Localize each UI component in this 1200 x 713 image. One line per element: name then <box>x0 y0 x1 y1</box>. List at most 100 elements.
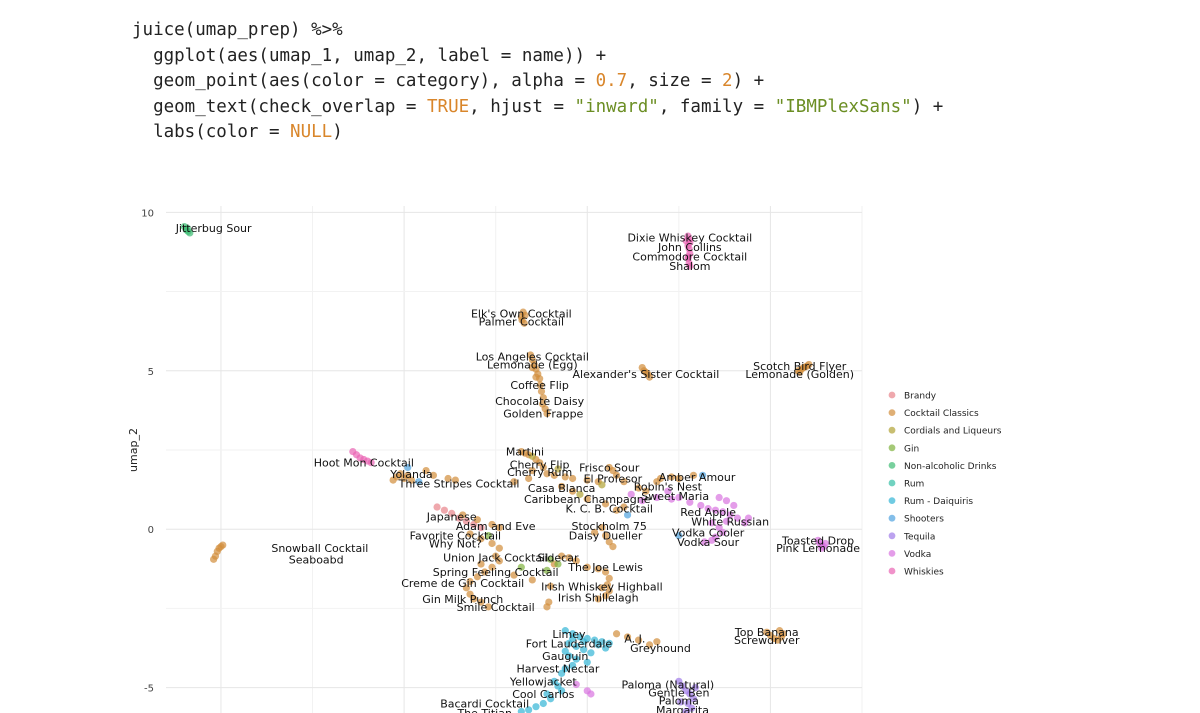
data-point <box>590 528 599 536</box>
code-token: ) <box>332 122 343 142</box>
y-tick-label: 10 <box>141 208 154 219</box>
data-point <box>528 576 536 584</box>
data-point <box>667 473 676 481</box>
data-point <box>653 638 661 646</box>
data-point <box>558 669 566 677</box>
point-label: Greyhound <box>630 642 691 655</box>
point-label: Robin's Nest <box>634 480 703 493</box>
point-label: Yellowjacket <box>509 675 577 688</box>
point-label: Union Jack Cocktail <box>443 552 548 565</box>
data-point <box>532 703 540 711</box>
point-label: Snowball Cocktail <box>271 542 368 555</box>
code-token: 0.7 <box>595 71 628 91</box>
legend-key <box>888 514 896 522</box>
data-point <box>623 633 632 641</box>
legend-label: Cocktail Classics <box>904 409 979 419</box>
point-label: Irish Whiskey Highball <box>541 580 663 593</box>
data-point <box>699 471 707 479</box>
point-label: Limey <box>552 628 586 641</box>
point-label: Vodka Sour <box>677 536 739 549</box>
data-point <box>481 568 489 576</box>
point-label: Bacardi Cocktail <box>440 697 529 710</box>
point-label: Coffee Flip <box>510 379 568 392</box>
point-label: Toasted Drop <box>781 534 854 547</box>
data-point <box>525 706 533 713</box>
point-label: Seaboabd <box>289 553 344 566</box>
legend-key <box>888 444 896 452</box>
legend-key <box>888 426 896 434</box>
data-point <box>561 647 569 655</box>
data-point <box>572 557 580 565</box>
data-point <box>539 463 547 472</box>
data-point <box>569 487 577 495</box>
data-point <box>543 566 551 575</box>
data-point <box>638 497 646 505</box>
data-point <box>587 649 595 657</box>
point-label: Three Stripes Cocktail <box>398 477 520 490</box>
data-point <box>210 555 218 563</box>
data-point <box>536 381 544 389</box>
data-point <box>510 478 518 486</box>
data-point <box>473 516 481 524</box>
point-label: Hoot Mon Cocktail <box>314 457 414 470</box>
data-point <box>601 644 610 652</box>
legend-key <box>888 462 896 469</box>
point-label: Red Apple <box>680 506 736 519</box>
point-label: Paloma (Natural) <box>621 678 714 691</box>
data-point <box>477 560 485 568</box>
data-point <box>583 476 591 484</box>
data-point <box>601 568 610 576</box>
point-label: Daisy Dueller <box>569 530 643 543</box>
y-axis-label: umap_2 <box>127 428 140 472</box>
point-label: Pink Lemonade <box>776 542 860 555</box>
point-label: Lemonade (Egg) <box>487 358 578 371</box>
legend-key <box>888 550 896 557</box>
data-point <box>719 528 727 536</box>
code-line: juice(umap_prep) %>% <box>132 20 343 40</box>
data-point <box>569 634 577 643</box>
data-point <box>620 503 628 511</box>
data-point <box>627 490 635 498</box>
data-point <box>517 313 525 321</box>
point-label: Paloma <box>659 694 699 707</box>
data-point <box>620 478 628 486</box>
data-point <box>495 544 503 552</box>
point-label: Fort Lauderdale <box>526 637 613 650</box>
code-line: ggplot(aes(umap_1, umap_2, label = name)… <box>132 46 606 66</box>
data-point <box>645 641 654 649</box>
data-point <box>389 476 397 484</box>
code-token: ) + <box>732 71 765 91</box>
data-point <box>528 452 536 460</box>
data-point <box>466 530 474 538</box>
data-point <box>459 511 467 519</box>
point-label: Los Angeles Cocktail <box>476 351 589 364</box>
data-point <box>684 253 692 261</box>
data-point <box>603 581 612 589</box>
data-point <box>550 471 558 479</box>
data-point <box>183 224 191 232</box>
data-point <box>682 707 690 713</box>
legend-label: Gin <box>904 444 919 454</box>
legend-key <box>888 567 896 575</box>
data-point <box>775 627 784 635</box>
code-token: "inward" <box>574 96 659 117</box>
data-point <box>565 554 573 562</box>
data-point <box>572 655 580 663</box>
data-point <box>404 463 412 472</box>
data-point <box>547 582 555 590</box>
data-point <box>700 538 709 546</box>
data-point <box>697 501 705 510</box>
data-point <box>528 466 536 475</box>
data-point <box>686 262 694 270</box>
point-label: Yolanda <box>389 468 432 481</box>
legend-key <box>888 409 896 416</box>
data-point <box>730 501 738 510</box>
code-line: geom_point(aes(color = category), alpha … <box>132 71 764 91</box>
data-point <box>484 603 492 611</box>
data-point <box>462 584 470 592</box>
data-point <box>634 636 643 644</box>
point-label: Amber Amour <box>659 471 736 484</box>
data-point <box>554 465 562 473</box>
data-point <box>594 595 602 603</box>
legend-label: Cordials and Liqueurs <box>904 427 1002 437</box>
